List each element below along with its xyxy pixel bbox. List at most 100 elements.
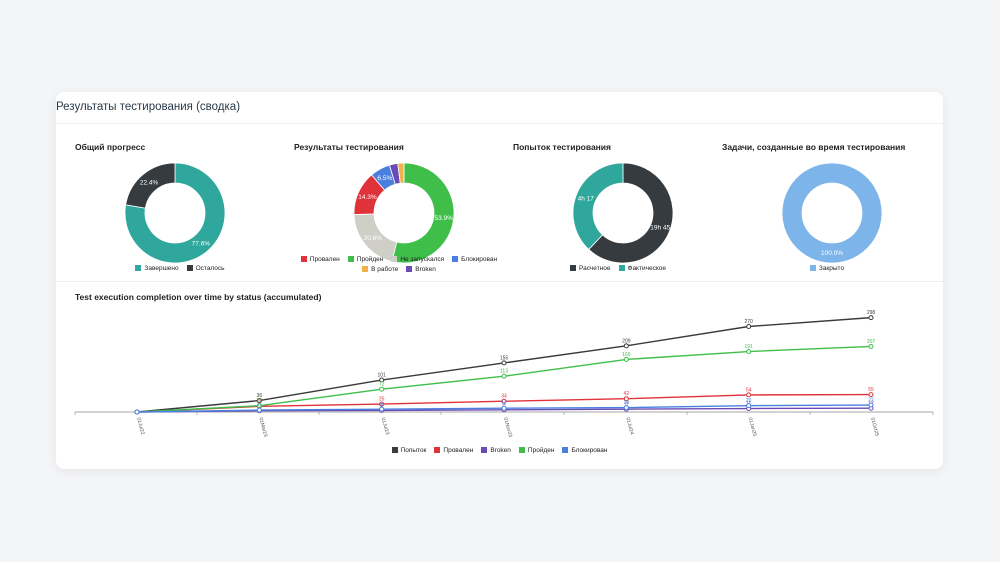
legend-item-блокирован[interactable]: Блокирован: [452, 255, 497, 265]
data-label: 191: [744, 344, 753, 350]
slice-в-работе[interactable]: [397, 162, 405, 184]
legend-swatch: [562, 447, 569, 453]
x-tick-label: 01Jul22: [135, 417, 145, 436]
data-point[interactable]: [501, 398, 507, 404]
legend-label: Осталось: [195, 265, 225, 272]
panel-title: Результаты тестирования: [294, 142, 404, 152]
data-label: 9: [625, 402, 628, 408]
legend-item-закрыто[interactable]: Закрыто: [809, 264, 844, 274]
series-блокирован: 6 9 12 14 20 22: [134, 398, 874, 415]
data-point[interactable]: [379, 406, 385, 412]
data-point[interactable]: [256, 407, 262, 413]
legend-item-осталось[interactable]: Осталось: [186, 264, 225, 274]
legend-swatch: [809, 265, 816, 271]
data-label: 6: [258, 403, 261, 409]
legend-label: В работе: [371, 266, 399, 273]
data-point[interactable]: [379, 401, 385, 407]
data-label: 25: [379, 397, 385, 403]
test-attempts-legend: Расчетное Фактическое: [513, 264, 723, 274]
data-point[interactable]: [746, 324, 752, 329]
data-point[interactable]: [746, 349, 752, 355]
data-label: 298: [867, 310, 876, 316]
legend-swatch: [135, 265, 142, 271]
legend-swatch: [434, 447, 441, 453]
legend-item-завершено[interactable]: Завершено: [135, 264, 179, 274]
slice-осталось[interactable]: [125, 162, 176, 209]
data-point[interactable]: [134, 409, 140, 415]
data-point[interactable]: [379, 377, 385, 383]
data-point[interactable]: [868, 402, 874, 408]
legend-item-broken[interactable]: Broken: [481, 447, 511, 454]
slice-label: 4h 17: [578, 195, 595, 202]
legend-swatch: [347, 256, 354, 262]
legend-label: Broken: [415, 266, 436, 273]
legend-item-пройден[interactable]: Пройден: [347, 255, 384, 265]
data-point[interactable]: [868, 392, 874, 398]
data-label: 54: [746, 387, 752, 393]
legend-item-провален[interactable]: Провален: [300, 255, 340, 265]
x-tick-label: 01Nov23: [502, 417, 513, 438]
line-chart: 01Jul22 01Mar23 01Jul23 01Nov23 01Jul24 01Jan…: [74, 310, 934, 438]
data-point[interactable]: [623, 356, 629, 362]
slice-фактическое[interactable]: [572, 162, 624, 251]
data-point[interactable]: [746, 392, 752, 398]
slice-пройден[interactable]: [391, 162, 455, 264]
slice-label: 19h 45: [650, 225, 670, 232]
overall-progress-panel: Общий прогресс 77.6% 22.4% Завершено Остал…: [75, 140, 285, 280]
data-point[interactable]: [501, 360, 507, 366]
legend-swatch: [186, 265, 193, 271]
data-point[interactable]: [868, 315, 874, 321]
legend-item-фактическое[interactable]: Фактическое: [618, 264, 666, 274]
legend-item-в-работе[interactable]: В работе: [362, 265, 398, 275]
data-point[interactable]: [623, 405, 629, 411]
legend-label: Провален: [309, 256, 340, 263]
data-label: 55: [868, 387, 874, 393]
legend-label: Попыток: [400, 447, 427, 454]
data-point[interactable]: [379, 386, 385, 392]
data-label: 22: [868, 398, 874, 404]
data-label: 20: [257, 398, 263, 404]
legend-item-broken[interactable]: Broken: [406, 265, 436, 275]
data-label: 166: [622, 352, 631, 358]
legend-swatch: [300, 256, 307, 262]
summary-card: Результаты тестирования (сводка) Общий п…: [56, 92, 943, 469]
legend-label: Broken: [490, 447, 511, 454]
slice-label: 100.0%: [821, 250, 843, 257]
legend-label: Блокирован: [461, 256, 498, 263]
legend-label: Завершено: [144, 265, 179, 272]
data-point[interactable]: [623, 343, 629, 349]
legend-item-провален[interactable]: Провален: [434, 447, 473, 454]
data-point[interactable]: [501, 405, 507, 411]
legend-swatch: [452, 256, 459, 262]
legend-item-блокирован[interactable]: Блокирован: [562, 447, 607, 454]
data-point[interactable]: [746, 403, 752, 409]
test-results-panel: Результаты тестирования 53.9% 20.6% 14.3% 6…: [294, 140, 504, 280]
slice-завершено[interactable]: [124, 162, 226, 264]
divider: [56, 123, 943, 124]
data-label: 20: [746, 398, 752, 404]
panel-title: Общий прогресс: [75, 142, 146, 152]
data-point[interactable]: [256, 398, 262, 404]
test-results-legend: Провален Пройден Не запускался Блокирован В …: [294, 255, 504, 275]
legend-swatch: [391, 447, 398, 453]
created-tasks-legend: Закрыто: [722, 264, 932, 274]
data-point[interactable]: [868, 343, 874, 349]
legend-item-пройден[interactable]: Пройден: [518, 447, 554, 454]
slice-закрыто[interactable]: [781, 162, 883, 264]
data-label: 101: [377, 373, 386, 379]
legend-item-попыток[interactable]: Попыток: [391, 447, 427, 454]
data-label: 72: [379, 382, 385, 388]
legend-item-расчетное[interactable]: Расчетное: [570, 264, 611, 274]
line-chart-title: Test execution completion over time by s…: [75, 292, 322, 302]
panel-title: Попыток тестирования: [513, 142, 611, 152]
legend-label: Пройден: [356, 256, 384, 263]
data-label: 209: [622, 338, 631, 344]
data-point[interactable]: [623, 396, 629, 402]
slice-расчетное[interactable]: [588, 162, 674, 264]
data-point[interactable]: [501, 373, 507, 379]
legend-item-не-запускался[interactable]: Не запускался: [391, 255, 444, 265]
legend-swatch: [518, 447, 525, 453]
test-attempts-donut: 19h 45 4h 17: [572, 162, 674, 264]
overall-progress-donut: 77.6% 22.4%: [124, 162, 226, 264]
